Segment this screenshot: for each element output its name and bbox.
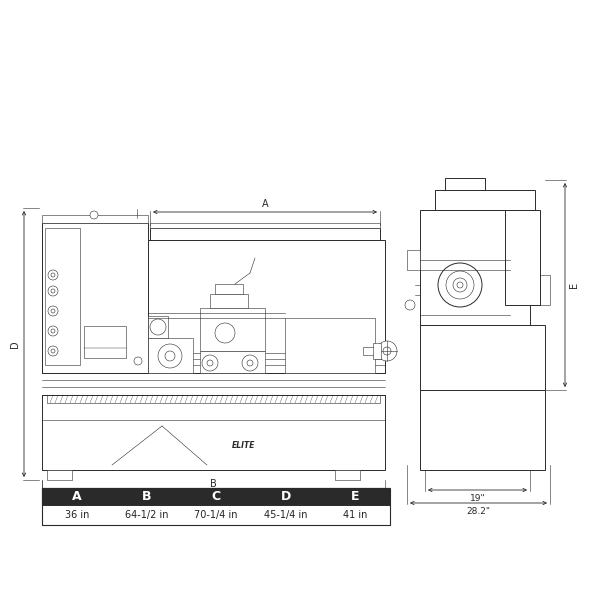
Text: D: D — [280, 490, 291, 503]
Bar — [42, 488, 390, 505]
Bar — [210, 294, 248, 308]
Circle shape — [51, 329, 55, 333]
Bar — [445, 178, 485, 190]
Text: E: E — [569, 282, 579, 288]
Circle shape — [457, 282, 463, 288]
Text: A: A — [262, 199, 268, 209]
Circle shape — [405, 300, 415, 310]
Circle shape — [48, 286, 58, 296]
Bar — [407, 250, 420, 270]
Bar — [148, 316, 168, 338]
Bar — [45, 228, 80, 365]
Bar — [42, 505, 390, 525]
Circle shape — [51, 309, 55, 313]
Bar — [285, 318, 375, 373]
Bar — [42, 215, 148, 223]
Circle shape — [247, 360, 253, 366]
Bar — [420, 390, 545, 470]
Text: 45-1/4 in: 45-1/4 in — [264, 510, 307, 520]
Bar — [505, 210, 540, 305]
Bar — [420, 325, 545, 390]
Bar — [215, 284, 243, 294]
Circle shape — [438, 263, 482, 307]
Text: C: C — [210, 492, 217, 502]
Bar — [42, 240, 385, 373]
Circle shape — [453, 278, 467, 292]
Polygon shape — [530, 275, 550, 305]
Circle shape — [150, 319, 166, 335]
Bar — [47, 395, 380, 403]
Circle shape — [51, 349, 55, 353]
Text: B: B — [142, 490, 151, 503]
Bar — [148, 338, 193, 373]
Bar — [373, 343, 381, 359]
Circle shape — [134, 357, 142, 365]
Bar — [150, 228, 380, 240]
Circle shape — [48, 326, 58, 336]
Bar — [42, 488, 390, 525]
Text: B: B — [210, 479, 217, 489]
Bar — [150, 223, 380, 228]
Text: 70-1/4 in: 70-1/4 in — [194, 510, 238, 520]
Text: 19": 19" — [470, 494, 485, 503]
Bar — [420, 210, 530, 325]
Circle shape — [48, 270, 58, 280]
Text: C: C — [211, 490, 221, 503]
Circle shape — [383, 347, 391, 355]
Bar — [200, 351, 265, 373]
Circle shape — [51, 273, 55, 277]
Bar — [435, 190, 535, 210]
Bar — [335, 470, 360, 480]
Bar — [200, 308, 265, 351]
Circle shape — [48, 306, 58, 316]
Text: D: D — [10, 340, 20, 348]
Circle shape — [202, 355, 218, 371]
Text: 36 in: 36 in — [65, 510, 89, 520]
Circle shape — [165, 351, 175, 361]
Circle shape — [158, 344, 182, 368]
Bar — [84, 326, 126, 358]
Circle shape — [90, 211, 98, 219]
Bar — [42, 395, 385, 470]
Bar — [42, 223, 148, 373]
Text: E: E — [351, 490, 359, 503]
Text: 64-1/2 in: 64-1/2 in — [125, 510, 168, 520]
Circle shape — [207, 360, 213, 366]
Text: 41 in: 41 in — [343, 510, 367, 520]
Circle shape — [215, 323, 235, 343]
Bar — [363, 347, 383, 355]
Circle shape — [48, 346, 58, 356]
Circle shape — [242, 355, 258, 371]
Text: 28.2": 28.2" — [467, 507, 491, 516]
Circle shape — [446, 271, 474, 299]
Text: A: A — [72, 490, 82, 503]
Bar — [47, 470, 72, 480]
Text: ELITE: ELITE — [232, 440, 255, 449]
Circle shape — [377, 341, 397, 361]
Circle shape — [51, 289, 55, 293]
